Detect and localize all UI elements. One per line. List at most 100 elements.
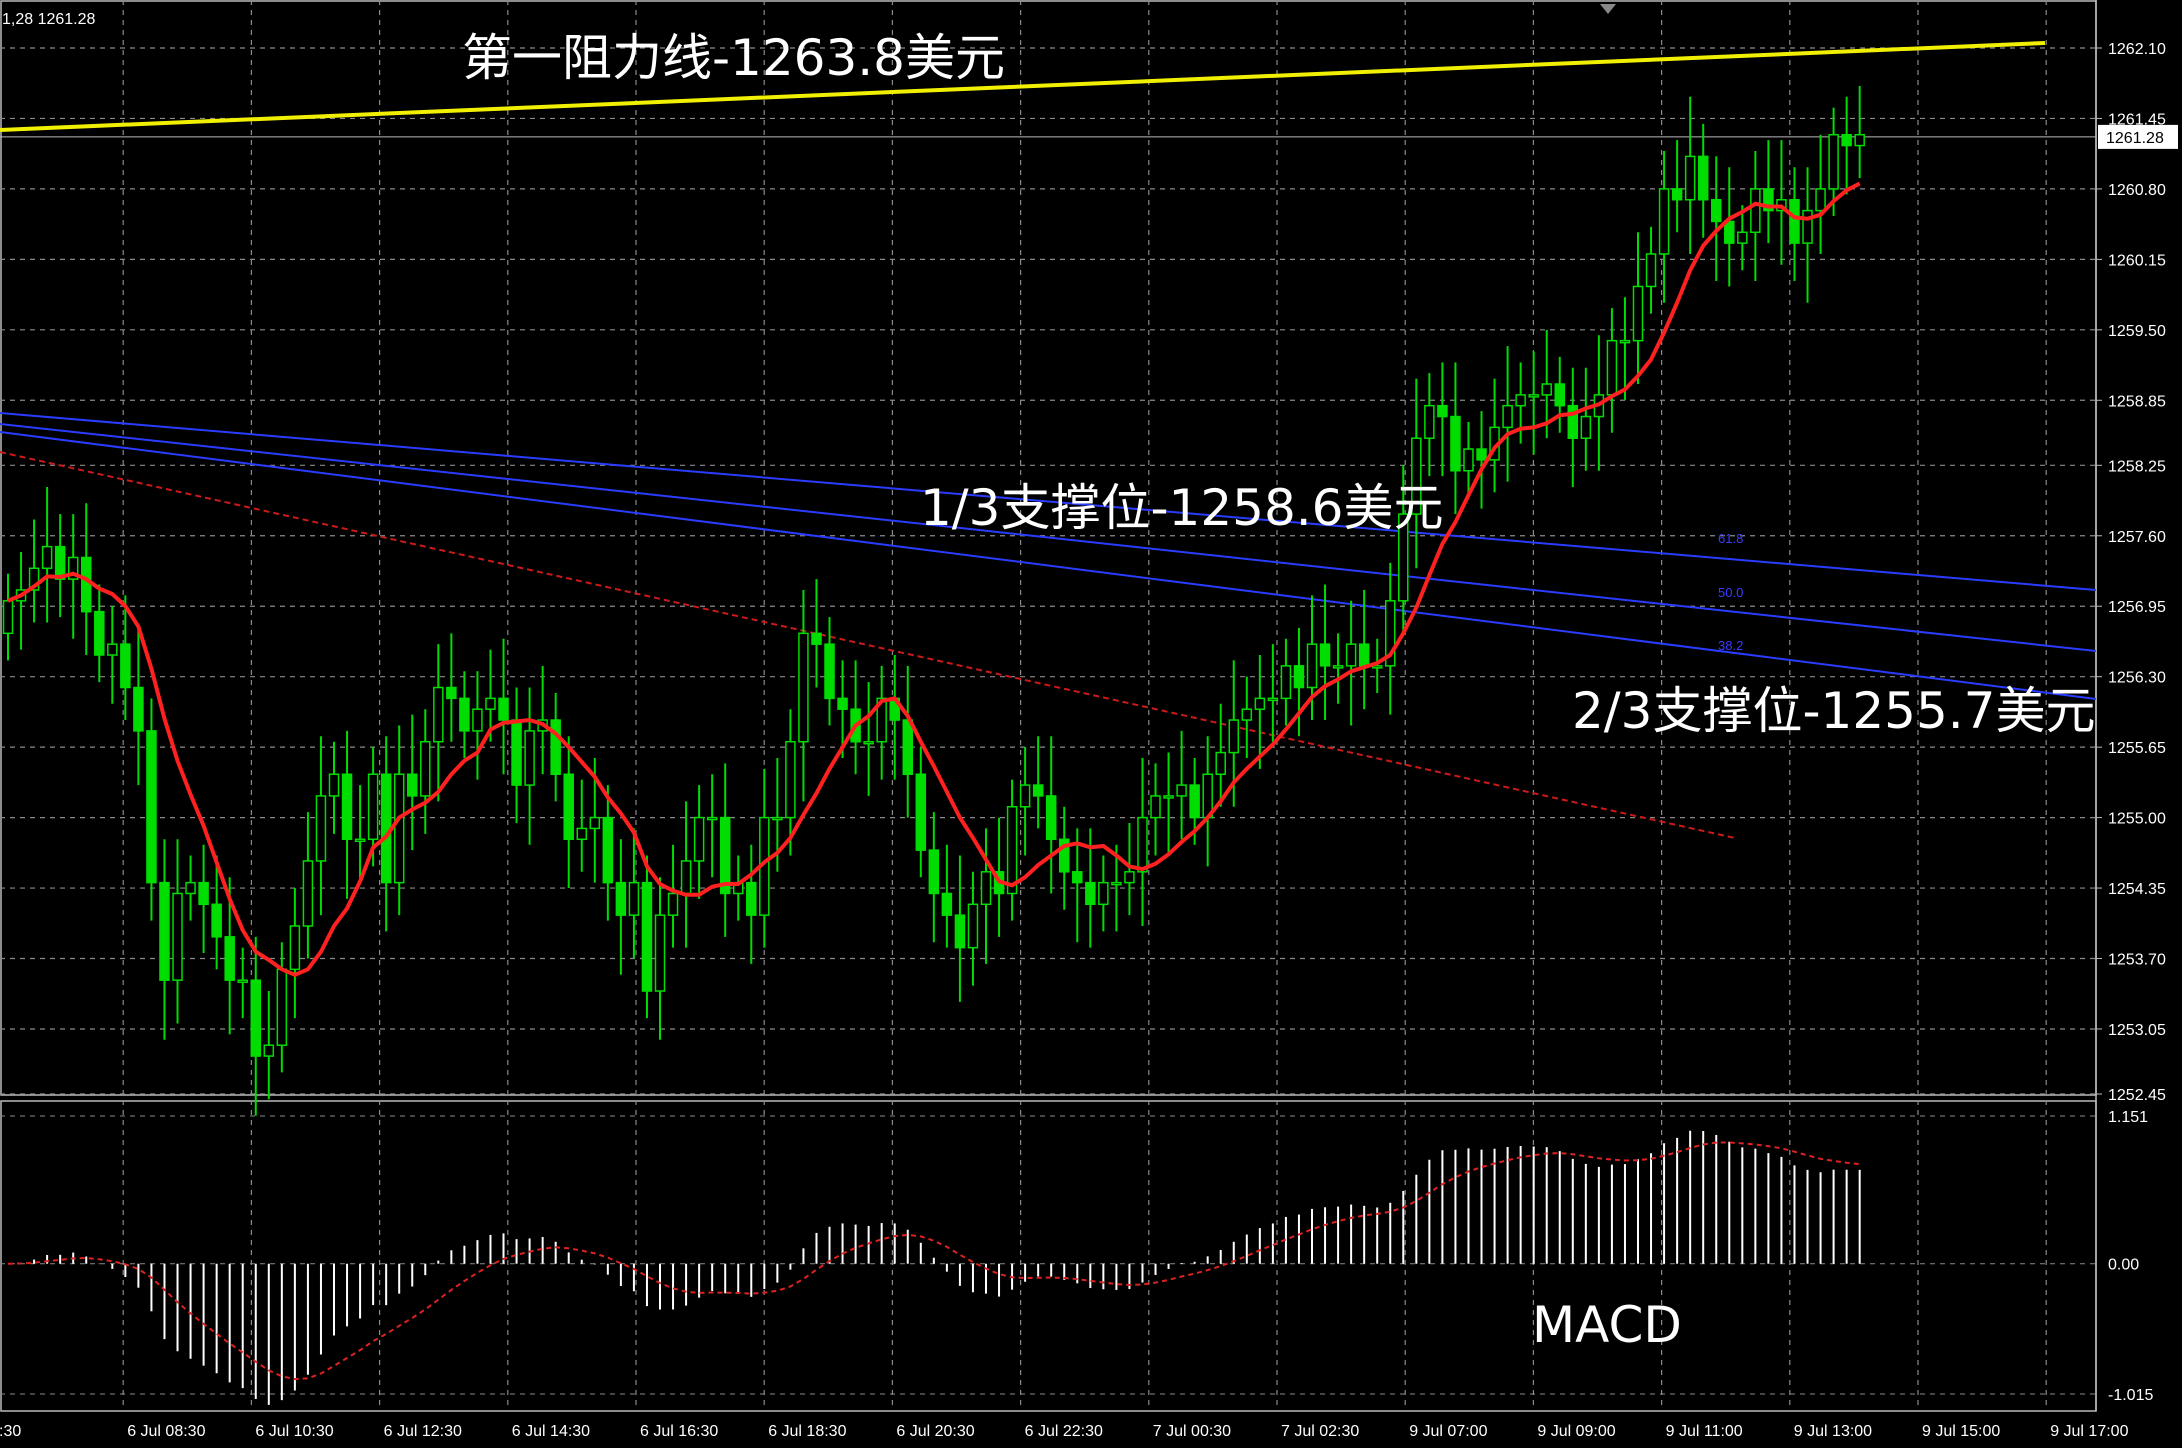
- candle-body: [654, 914, 666, 992]
- candle-body: [550, 719, 561, 775]
- price-tick-label: 1259.50: [2108, 323, 2166, 340]
- candle-body: [772, 816, 783, 821]
- candle-body: [1111, 881, 1122, 886]
- candle-body: [172, 892, 183, 981]
- candle-body: [524, 730, 535, 786]
- candle-body: [1437, 404, 1448, 418]
- candle-body: [94, 610, 105, 656]
- candle-body: [785, 740, 796, 819]
- candle-body: [1463, 448, 1474, 472]
- candle-body: [1828, 133, 1839, 190]
- candle-body: [746, 881, 757, 916]
- candle-body: [576, 827, 588, 841]
- candle-body: [107, 643, 118, 656]
- candle-body: [1671, 188, 1683, 201]
- macd-axis: 1.151 0.00 -1.015: [2108, 1109, 2153, 1404]
- candle-body: [224, 936, 235, 981]
- price-tick-label: 1261.45: [2108, 111, 2166, 128]
- candle-body: [315, 795, 327, 862]
- candle-body: [837, 697, 848, 710]
- price-tick-label: 1255.65: [2108, 740, 2166, 757]
- candle-body: [1658, 188, 1670, 255]
- candle-body: [1058, 838, 1070, 873]
- candle-body: [133, 686, 144, 732]
- candle-body: [1254, 697, 1266, 710]
- price-tick-label: 1255.00: [2108, 811, 2166, 828]
- time-tick-label: 6 Jul 14:30: [512, 1423, 590, 1440]
- scroll-marker-icon[interactable]: [1600, 4, 1616, 14]
- candle-body: [1476, 448, 1487, 461]
- candle-body: [2, 600, 14, 635]
- fib-label-500: 50.0: [1718, 585, 1743, 600]
- time-tick-label: 9 Jul 07:00: [1409, 1423, 1487, 1440]
- candle-body: [1645, 253, 1657, 288]
- price-tick-label: 1257.60: [2108, 529, 2166, 546]
- candle-body: [1606, 339, 1618, 396]
- price-tick-label: 1253.05: [2108, 1022, 2166, 1039]
- time-tick-label: 6 Jul 22:30: [1025, 1423, 1103, 1440]
- candle-body: [602, 816, 614, 884]
- candle-body: [367, 773, 379, 841]
- candle-body: [433, 686, 444, 743]
- candle-body: [1697, 155, 1709, 201]
- candle-body: [380, 773, 392, 884]
- candle-body: [967, 903, 979, 949]
- time-tick-label: 6 Jul 20:30: [896, 1423, 974, 1440]
- candle-body: [941, 892, 953, 916]
- resistance-line: [0, 41, 2046, 132]
- resistance-annotation: 第一阻力线-1263.8美元: [462, 29, 1005, 87]
- candle-body: [1019, 784, 1031, 808]
- candle-body: [1580, 415, 1592, 439]
- candle-body: [185, 881, 196, 895]
- time-tick-label: 9 Jul 11:00: [1666, 1423, 1743, 1440]
- candle-body: [1293, 665, 1305, 689]
- price-tick-label: 1262.10: [2108, 41, 2166, 58]
- price-tick-label: 1260.15: [2108, 252, 2166, 269]
- moving-average-line: [7, 181, 1861, 977]
- candle-body: [276, 968, 288, 1046]
- time-tick-label: 9 Jul 17:00: [2050, 1423, 2128, 1440]
- candle-body: [237, 979, 248, 983]
- candle-body: [41, 545, 53, 570]
- candle-body: [28, 567, 40, 591]
- candle-body: [1332, 665, 1344, 669]
- candle-body: [120, 643, 131, 689]
- candle-body: [80, 556, 92, 613]
- price-axis: 1262.10 1261.45 1260.80 1260.15 1259.50 1258.…: [2096, 41, 2166, 1104]
- fibonacci-channel: [0, 412, 2097, 839]
- candle-body: [159, 881, 170, 981]
- candle-body: [1515, 394, 1526, 407]
- current-price-label: 1261.28: [2106, 130, 2164, 147]
- candle-body: [1150, 795, 1161, 819]
- time-tick-label: 6 Jul 10:30: [255, 1423, 333, 1440]
- candle-body: [1502, 404, 1513, 429]
- candle-body: [928, 849, 940, 895]
- candle-body: [798, 632, 809, 743]
- macd-annotation: MACD: [1532, 1296, 1682, 1354]
- candle-body: [1006, 806, 1018, 895]
- candle-body: [1815, 188, 1826, 212]
- candle-body: [146, 730, 157, 884]
- candle-body: [1267, 697, 1279, 702]
- macd-tick-label: -1.015: [2108, 1387, 2153, 1404]
- candle-body: [628, 881, 640, 916]
- candle-body: [1398, 513, 1409, 602]
- candle-body: [1032, 784, 1044, 797]
- grid: [0, 0, 2096, 1411]
- candle-body: [198, 881, 209, 906]
- candle-body: [1241, 708, 1253, 721]
- candle-body: [1345, 643, 1357, 667]
- candle-body: [1384, 600, 1396, 667]
- candle-body: [1176, 784, 1187, 797]
- moving-average: [7, 181, 1861, 977]
- candle-body: [615, 881, 627, 916]
- candle-body: [1306, 643, 1318, 689]
- candle-body: [589, 816, 601, 830]
- candle-body: [1371, 665, 1383, 669]
- candle-body: [328, 773, 340, 797]
- candle-body: [211, 903, 222, 938]
- candle-body: [1450, 415, 1461, 472]
- time-tick-label: 6 Jul 08:30: [127, 1423, 205, 1440]
- fib-line-618: [0, 412, 2097, 591]
